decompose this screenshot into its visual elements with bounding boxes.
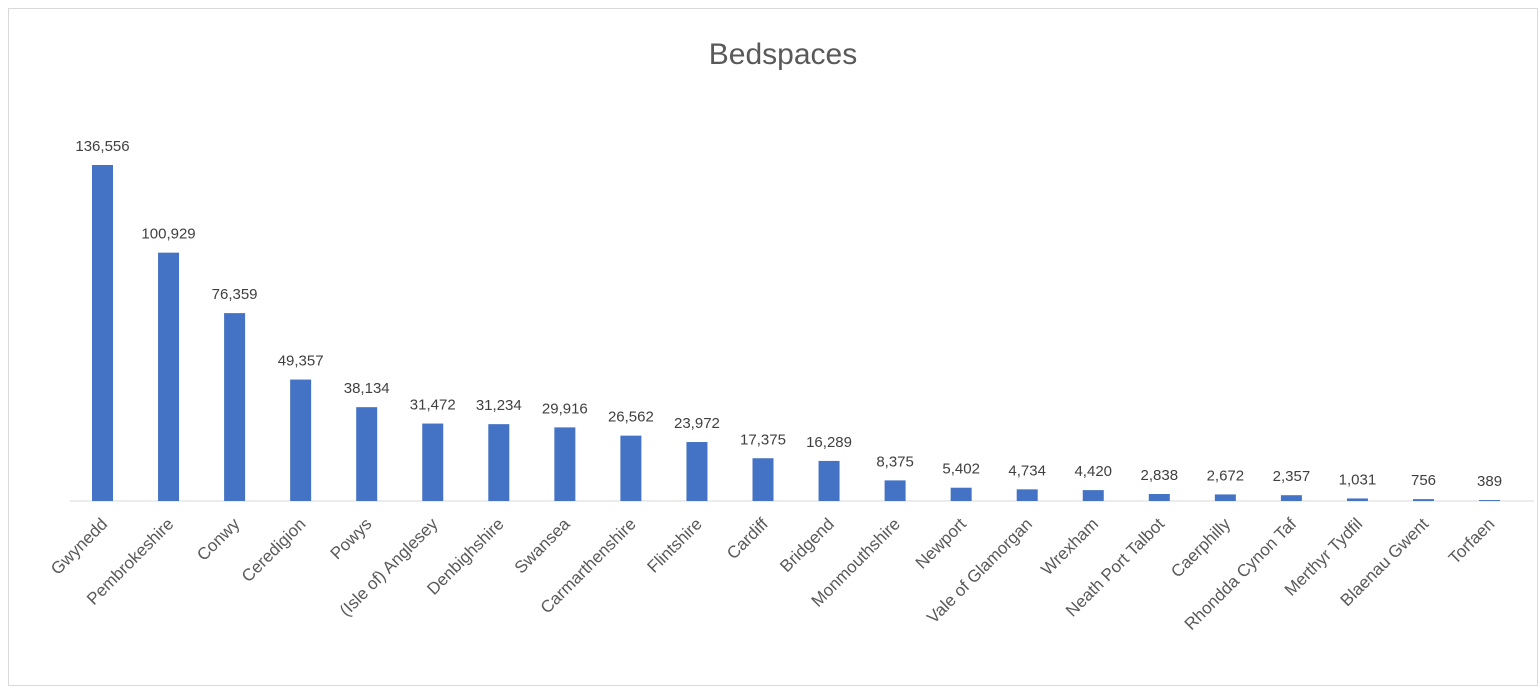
data-label-7: 29,916: [542, 400, 588, 417]
x-tick-label-4: Powys: [327, 514, 376, 563]
x-tick-label-11: Bridgend: [776, 514, 838, 576]
bar-19: [1346, 498, 1368, 501]
x-tick-label-10: Cardiff: [723, 514, 772, 563]
data-label-15: 4,420: [1074, 463, 1112, 480]
chart-title: Bedspaces: [709, 38, 857, 71]
data-label-14: 4,734: [1008, 462, 1046, 479]
data-label-5: 31,472: [410, 397, 456, 414]
data-label-3: 49,357: [278, 353, 324, 370]
data-label-17: 2,672: [1207, 467, 1245, 484]
x-tick-label-17: Caerphilly: [1167, 514, 1234, 581]
x-tick-label-15: Wrexham: [1037, 514, 1102, 579]
bar-2: [224, 313, 246, 501]
data-label-2: 76,359: [212, 286, 258, 303]
bar-13: [950, 487, 972, 501]
bar-16: [1148, 494, 1170, 501]
data-label-4: 38,134: [344, 380, 390, 397]
data-label-18: 2,357: [1273, 468, 1311, 485]
x-tick-label-0: Gwynedd: [47, 514, 111, 578]
bar-9: [686, 442, 708, 501]
bar-7: [554, 427, 576, 501]
data-label-1: 100,929: [141, 226, 195, 243]
data-label-20: 756: [1411, 472, 1436, 489]
bars-group: [92, 165, 1501, 501]
x-tick-label-13: Newport: [912, 514, 970, 572]
data-label-0: 136,556: [75, 138, 129, 155]
data-label-21: 389: [1477, 473, 1502, 490]
data-label-12: 8,375: [876, 453, 914, 470]
bar-4: [356, 407, 378, 501]
bar-18: [1280, 495, 1302, 501]
x-tick-label-3: Ceredigion: [238, 514, 310, 586]
bar-1: [158, 252, 180, 501]
x-tick-label-2: Conwy: [193, 514, 244, 565]
data-label-19: 1,031: [1339, 471, 1377, 488]
data-label-16: 2,838: [1141, 467, 1179, 484]
bar-14: [1016, 489, 1038, 501]
data-label-9: 23,972: [674, 415, 720, 432]
bar-20: [1413, 499, 1434, 501]
data-label-8: 26,562: [608, 409, 654, 426]
bar-6: [488, 424, 510, 501]
bar-15: [1082, 490, 1104, 501]
bar-0: [92, 165, 113, 501]
chart-frame: [8, 8, 1538, 686]
data-label-11: 16,289: [806, 434, 852, 451]
bar-5: [422, 423, 444, 501]
bar-10: [752, 458, 774, 501]
bar-21: [1479, 500, 1501, 501]
x-tick-label-9: Flintshire: [644, 514, 706, 576]
x-tick-label-7: Swansea: [511, 514, 574, 577]
data-label-13: 5,402: [942, 461, 980, 478]
bar-3: [290, 379, 312, 501]
bar-17: [1214, 494, 1236, 501]
x-tick-label-18: Rhondda Cynon Taf: [1181, 514, 1301, 634]
data-label-6: 31,234: [476, 397, 522, 414]
bar-8: [620, 435, 642, 501]
data-label-10: 17,375: [740, 431, 786, 448]
bar-11: [818, 460, 840, 501]
x-tick-label-21: Torfaen: [1445, 514, 1499, 568]
bar-12: [884, 480, 906, 501]
data-labels-group: 136,556 100,929 76,359 49,357 38,134 31,472 31…: [75, 138, 1502, 490]
